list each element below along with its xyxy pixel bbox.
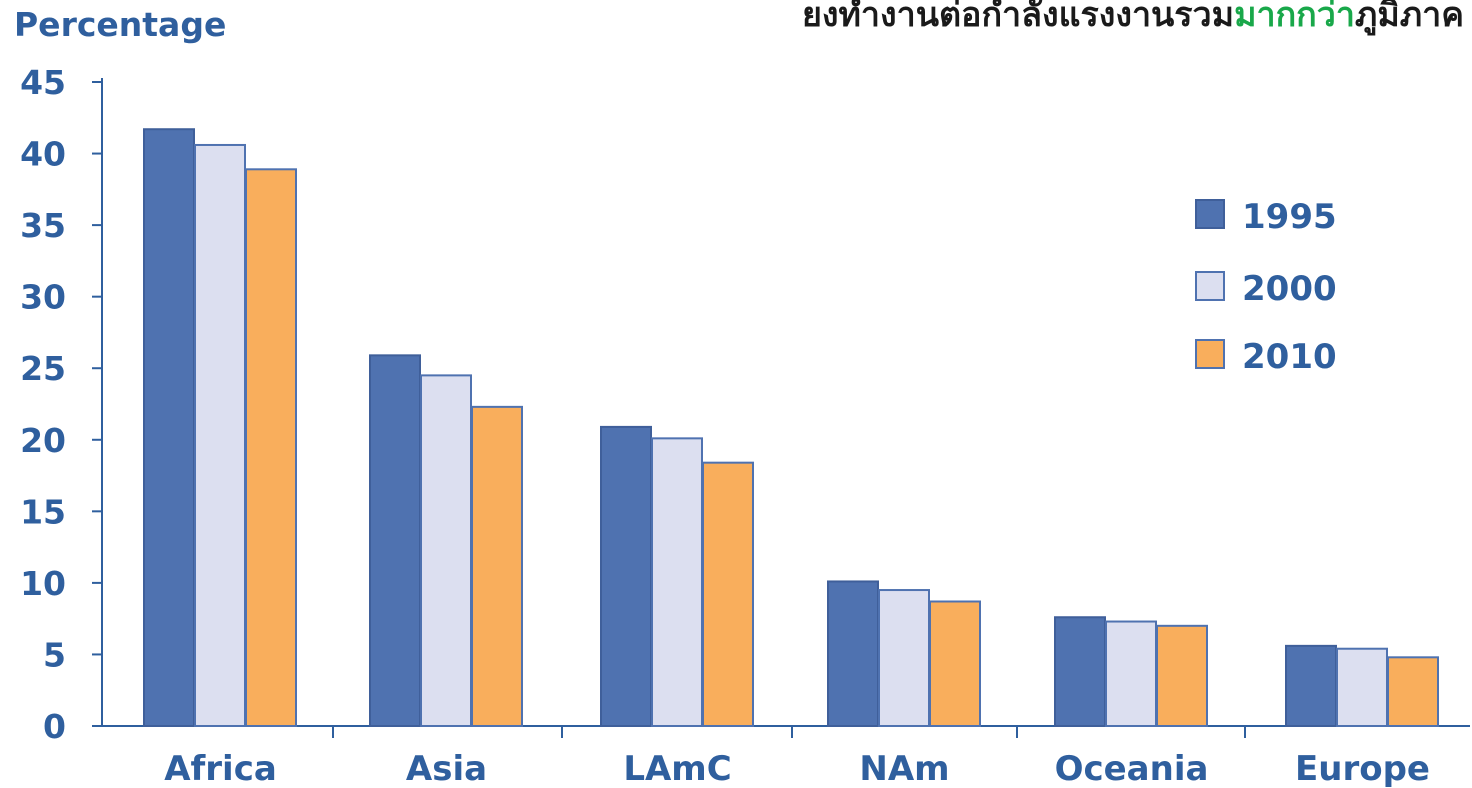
y-tick-label: 5 xyxy=(43,635,66,674)
y-tick-label: 35 xyxy=(20,206,66,245)
x-labels: Africa Asia LAmC NAm Oceania Europe xyxy=(164,749,1430,788)
legend-swatch-2010 xyxy=(1195,339,1225,369)
bar-africa-1995 xyxy=(143,128,195,727)
x-category-label: LAmC xyxy=(623,749,731,788)
y-tick-label: 15 xyxy=(20,492,66,531)
x-category-label: Asia xyxy=(406,749,487,788)
bars xyxy=(143,128,1439,728)
y-tick-label: 0 xyxy=(43,707,66,746)
bar-lamc-1995 xyxy=(600,425,652,727)
y-tick-label: 25 xyxy=(20,349,66,388)
x-category-label: Europe xyxy=(1295,749,1430,788)
title-part2: ภูมิภาค xyxy=(1355,0,1464,36)
bar-asia-2010 xyxy=(471,405,523,727)
y-ticks: 0 5 10 15 20 25 30 35 40 45 xyxy=(20,63,102,746)
x-category-label: NAm xyxy=(859,749,949,788)
legend-label-2000: 2000 xyxy=(1242,269,1337,309)
bar-africa-2000 xyxy=(194,143,246,728)
axes xyxy=(101,78,1470,738)
title-part1: ยงทำงานต่อกำลังแรงงานรวม xyxy=(802,0,1234,35)
bar-europe-1995 xyxy=(1285,644,1337,728)
bar-oceania-2000 xyxy=(1105,620,1157,727)
page-title: ยงทำงานต่อกำลังแรงงานรวมมากกว่าภูมิภาค xyxy=(802,0,1464,36)
legend-swatch-2000 xyxy=(1195,271,1225,301)
y-tick-label: 10 xyxy=(20,564,66,603)
bar-asia-2000 xyxy=(420,374,472,727)
bar-nam-2010 xyxy=(929,600,981,728)
bar-oceania-1995 xyxy=(1054,616,1106,727)
bar-nam-1995 xyxy=(827,580,879,727)
y-tick-label: 45 xyxy=(20,63,66,102)
y-axis-label: Percentage xyxy=(14,5,226,44)
legend-label-1995: 1995 xyxy=(1242,197,1337,237)
bar-asia-1995 xyxy=(369,354,421,727)
y-tick-label: 20 xyxy=(20,421,66,460)
bar-africa-2010 xyxy=(245,168,297,727)
bar-europe-2010 xyxy=(1387,656,1439,727)
legend-label-2010: 2010 xyxy=(1242,337,1337,377)
y-tick-label: 40 xyxy=(20,135,66,174)
bar-europe-2000 xyxy=(1336,647,1388,727)
x-category-label: Africa xyxy=(164,749,277,788)
bar-nam-2000 xyxy=(878,589,930,727)
y-tick-label: 30 xyxy=(20,278,66,317)
bar-lamc-2000 xyxy=(651,437,703,727)
legend-swatch-1995 xyxy=(1195,199,1225,229)
title-highlight: มากกว่า xyxy=(1234,0,1355,35)
bar-lamc-2010 xyxy=(702,461,754,727)
x-category-label: Oceania xyxy=(1055,749,1209,788)
legend: 1995 2000 2010 xyxy=(1195,197,1337,377)
bar-oceania-2010 xyxy=(1156,624,1208,727)
